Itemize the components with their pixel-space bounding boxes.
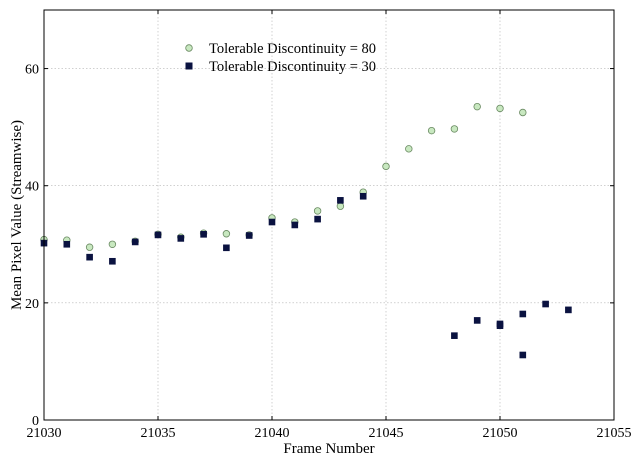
data-point-tolerance-80: [473, 102, 481, 111]
data-point-tolerance-80: [496, 104, 504, 113]
data-points: [40, 102, 572, 359]
data-point-tolerance-80: [450, 125, 459, 133]
y-tick-label: 60: [25, 63, 39, 78]
data-point-tolerance-30: [131, 238, 139, 246]
y-axis-label: Mean Pixel Value (Streamwise): [9, 120, 25, 310]
data-point-tolerance-80: [519, 108, 527, 117]
data-point-tolerance-30: [86, 253, 93, 261]
y-tick-label: 20: [25, 297, 39, 312]
data-point-tolerance-80: [85, 243, 94, 251]
x-tick-label: 21045: [369, 426, 404, 441]
tick-labels: 21030 21035 21040 21045 21050 21055 0 20 40 60: [25, 63, 632, 441]
data-point-tolerance-30: [245, 232, 253, 239]
data-point-tolerance-30: [451, 332, 458, 339]
x-tick-label: 21030: [27, 426, 62, 441]
data-point-tolerance-30: [268, 218, 276, 226]
x-tick-label: 21050: [483, 426, 518, 441]
legend: Tolerable Discontinuity = 80 Tolerable D…: [185, 41, 376, 75]
legend-marker-tolerance-80: [185, 44, 193, 52]
data-point-tolerance-30: [63, 240, 71, 248]
y-tick-label: 0: [32, 414, 39, 429]
data-point-tolerance-30: [291, 221, 299, 229]
data-point-tolerance-30: [496, 320, 504, 328]
data-point-tolerance-30: [565, 306, 572, 314]
data-point-tolerance-30: [177, 235, 185, 242]
legend-marker-tolerance-30: [185, 62, 193, 70]
data-point-tolerance-30: [359, 192, 367, 200]
data-point-tolerance-80: [222, 230, 231, 238]
axis-ticks: [43, 10, 615, 421]
grid-lines: [44, 10, 614, 420]
x-axis-label: Frame Number: [283, 441, 374, 457]
data-point-tolerance-30: [223, 244, 230, 252]
data-point-tolerance-30: [519, 310, 527, 318]
x-tick-label: 21040: [255, 426, 290, 441]
data-point-tolerance-30: [314, 215, 321, 223]
data-point-tolerance-80: [336, 202, 345, 210]
data-point-tolerance-80: [108, 240, 117, 248]
data-point-tolerance-30: [473, 317, 481, 324]
y-tick-label: 40: [25, 180, 39, 195]
x-tick-label: 21055: [597, 426, 632, 441]
data-point-tolerance-30: [337, 197, 344, 204]
data-point-tolerance-30: [519, 351, 527, 359]
data-point-tolerance-80: [427, 126, 436, 135]
data-point-tolerance-80: [405, 145, 413, 153]
data-point-tolerance-30: [154, 231, 162, 239]
data-point-tolerance-80: [382, 162, 390, 171]
x-tick-label: 21035: [141, 426, 176, 441]
data-point-tolerance-30: [109, 257, 116, 265]
legend-label-tolerance-30: Tolerable Discontinuity = 30: [209, 59, 376, 75]
legend-label-tolerance-80: Tolerable Discontinuity = 80: [209, 41, 376, 57]
data-point-tolerance-30: [542, 300, 549, 308]
data-point-tolerance-30: [200, 231, 207, 238]
plot-frame: [43, 9, 615, 421]
data-point-tolerance-80: [313, 207, 322, 215]
